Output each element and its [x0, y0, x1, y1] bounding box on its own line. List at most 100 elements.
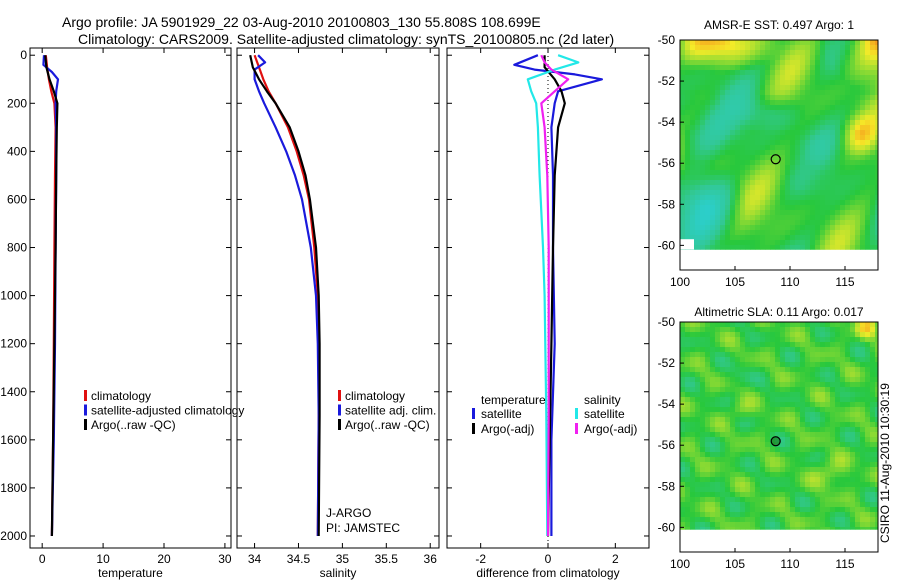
sla-map-cell — [710, 462, 716, 468]
sla-map-cell — [810, 417, 816, 423]
sst-map-cell — [710, 135, 716, 141]
sla-map-cell — [680, 447, 686, 453]
sst-map-cell — [870, 80, 876, 86]
sla-map-cell — [785, 477, 791, 483]
sla-map-cell — [820, 522, 826, 528]
sla-map-cell — [710, 417, 716, 423]
sla-map-cell — [770, 397, 776, 403]
sla-map-cell — [855, 452, 861, 458]
sla-map-cell — [815, 462, 821, 468]
sla-map-cell — [870, 442, 876, 448]
sst-map-cell — [715, 195, 721, 201]
sla-map-cell — [845, 497, 851, 503]
sla-map-cell — [735, 482, 741, 488]
sst-map-cell — [865, 55, 871, 61]
sla-map-cell — [810, 352, 816, 358]
sst-map-cell — [775, 55, 781, 61]
sst-map-cell — [750, 185, 756, 191]
sst-map-cell — [805, 165, 811, 171]
sla-map-cell — [745, 527, 751, 530]
sla-map-cell — [855, 322, 861, 328]
sst-map-cell — [870, 195, 876, 201]
sst-map-cell — [870, 180, 876, 186]
sst-map-cell — [860, 170, 866, 176]
sla-map-cell — [875, 402, 879, 408]
sst-map-cell — [700, 175, 706, 181]
sla-map-cell — [790, 512, 796, 518]
sst-map-cell — [780, 185, 786, 191]
sla-map-cell — [840, 442, 846, 448]
sla-map-cell — [690, 397, 696, 403]
sla-map-cell — [820, 332, 826, 338]
sst-map-cell — [825, 105, 831, 111]
sst-map-cell — [680, 235, 686, 241]
sla-map-cell — [750, 412, 756, 418]
sst-map-cell — [855, 225, 861, 231]
sla-map-cell — [875, 417, 879, 423]
sst-map-cell — [725, 45, 731, 51]
sst-map-cell — [715, 65, 721, 71]
sla-map-cell — [795, 367, 801, 373]
sst-map-cell — [845, 135, 851, 141]
sst-map-cell — [830, 40, 836, 46]
sst-map-cell — [700, 40, 706, 46]
sst-map-cell — [725, 220, 731, 226]
sst-map-cell — [840, 210, 846, 216]
sla-map-cell — [725, 447, 731, 453]
sst-map-cell — [850, 75, 856, 81]
sla-map-cell — [825, 372, 831, 378]
sst-map-cell — [760, 115, 766, 121]
sla-map-cell — [705, 357, 711, 363]
sla-map-cell — [805, 462, 811, 468]
sst-map-cell — [790, 160, 796, 166]
sst-map-cell — [835, 125, 841, 131]
sst-map-cell — [855, 40, 861, 46]
sla-map-cell — [775, 407, 781, 413]
sst-map-cell — [765, 45, 771, 51]
sst-map-cell — [745, 215, 751, 221]
sst-map-cell — [800, 70, 806, 76]
temperature-legend-swatch-2 — [84, 419, 87, 430]
sla-map-cell — [745, 457, 751, 463]
sla-map-cell — [690, 462, 696, 468]
sst-map-cell — [775, 75, 781, 81]
sla-map-cell — [825, 442, 831, 448]
sst-map-cell — [840, 55, 846, 61]
sst-map-cell — [820, 40, 826, 46]
sst-map-cell — [800, 215, 806, 221]
sla-map-cell — [705, 492, 711, 498]
legend-header-temperature: temperature — [481, 393, 546, 407]
sla-map-cell — [835, 372, 841, 378]
sst-map-cell — [745, 75, 751, 81]
legend-label-3: Argo(-adj) — [584, 422, 637, 436]
sla-map-cell — [800, 402, 806, 408]
sst-map-cell — [815, 170, 821, 176]
sst-map-cell — [705, 55, 711, 61]
sla-map-cell — [680, 417, 686, 423]
sst-map-cell — [770, 225, 776, 231]
sst-map-cell — [845, 95, 851, 101]
sst-map-cell — [740, 135, 746, 141]
sst-map-cell — [785, 240, 791, 246]
sst-map-cell — [780, 190, 786, 196]
sla-map-cell — [780, 452, 786, 458]
sla-map-cell — [750, 392, 756, 398]
sla-map-cell — [780, 352, 786, 358]
sla-map-cell — [810, 472, 816, 478]
sst-map-cell — [745, 225, 751, 231]
sla-map-cell — [870, 527, 876, 530]
sst-map-cell — [710, 105, 716, 111]
sst-map-cell — [710, 195, 716, 201]
sst-map-cell — [755, 140, 761, 146]
sla-map-frame — [679, 321, 879, 553]
sst-map-cell — [850, 225, 856, 231]
sst-map-cell — [805, 150, 811, 156]
sla-map-cell — [755, 407, 761, 413]
sst-map-cell — [815, 115, 821, 121]
sst-map-cell — [680, 185, 686, 191]
sst-map-cell — [810, 140, 816, 146]
sst-map-cell — [705, 185, 711, 191]
sla-map-cell — [710, 387, 716, 393]
sst-map-cell — [860, 210, 866, 216]
